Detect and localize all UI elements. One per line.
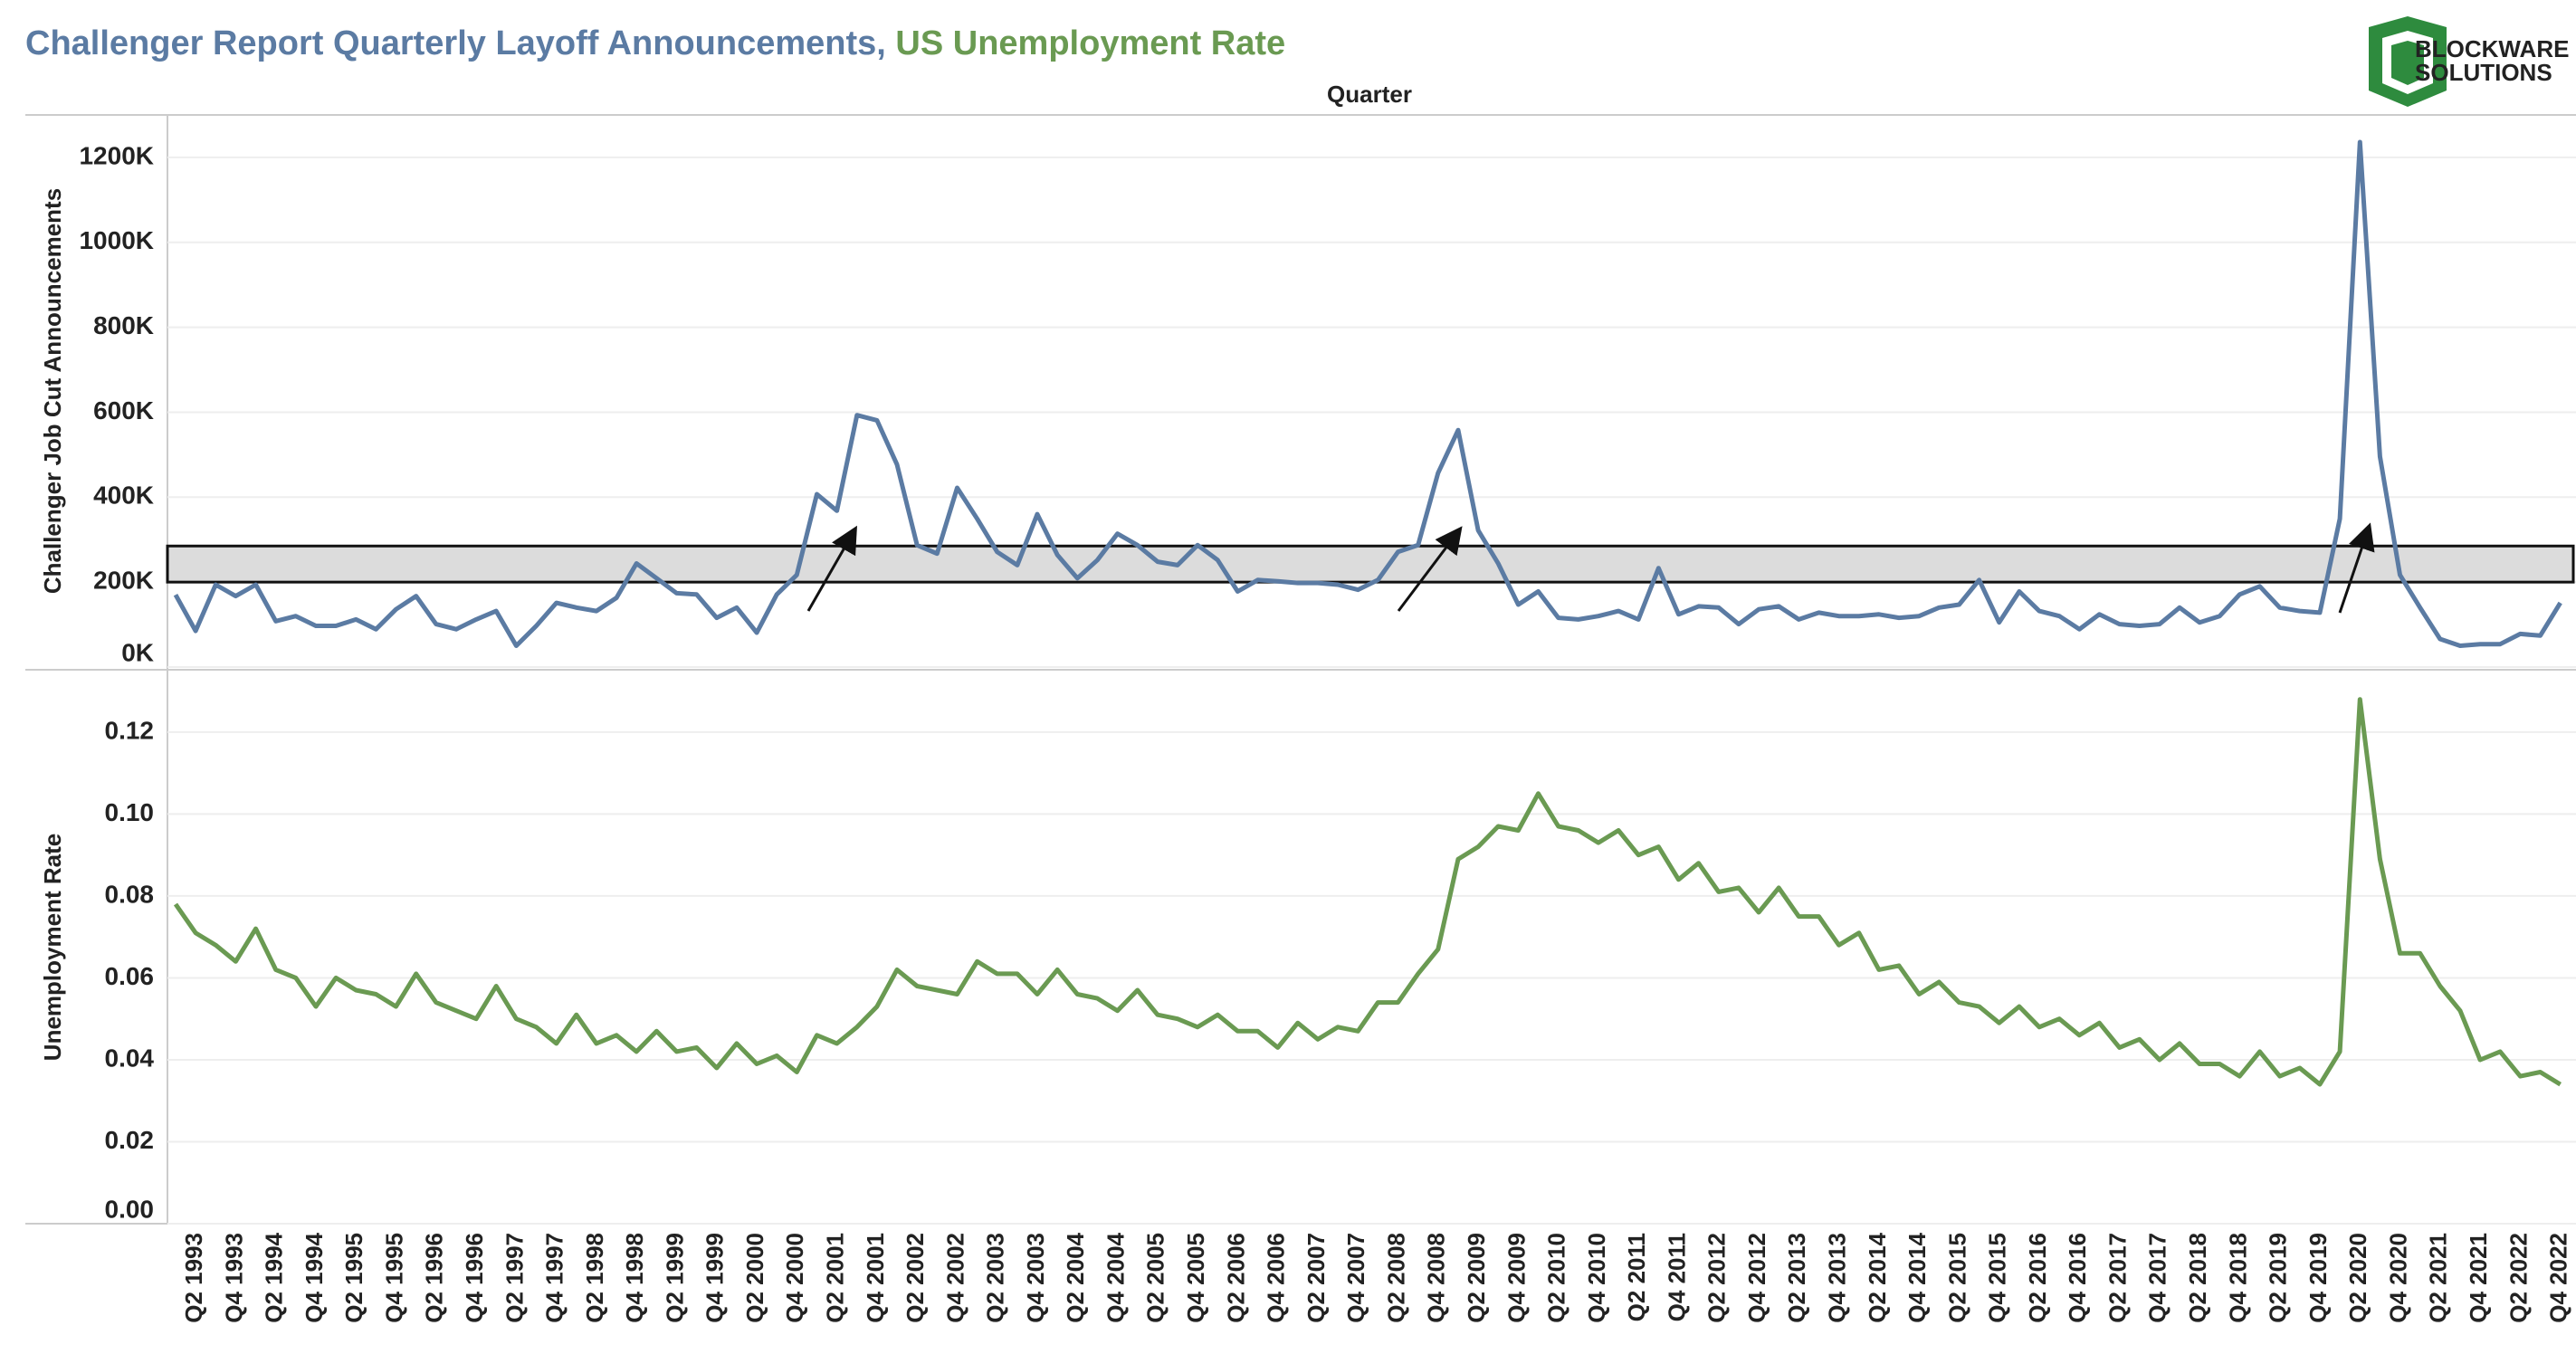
x-tick-label: Q2 2013: [1783, 1233, 1810, 1323]
y-tick-label: 0.02: [105, 1126, 155, 1154]
x-tick-label: Q2 1996: [421, 1233, 448, 1323]
x-tick-label: Q2 1994: [261, 1232, 288, 1322]
x-tick-label: Q4 2014: [1903, 1232, 1931, 1322]
x-tick-label: Q4 2007: [1342, 1233, 1369, 1323]
x-tick-label: Q4 2003: [1022, 1233, 1049, 1323]
y-tick-label: 600K: [93, 396, 154, 424]
x-tick-label: Q2 2020: [2344, 1233, 2371, 1323]
x-tick-label: Q2 2012: [1703, 1233, 1731, 1323]
x-tick-label: Q2 2018: [2184, 1233, 2211, 1323]
x-tick-label: Q4 2019: [2304, 1233, 2332, 1323]
x-tick-label: Q4 2012: [1743, 1233, 1770, 1323]
x-tick-label: Q2 2015: [1943, 1233, 1970, 1323]
x-tick-label: Q4 2015: [1984, 1233, 2011, 1323]
highlight-band: [166, 544, 2575, 584]
y-tick-label: 0.00: [105, 1195, 155, 1223]
y-tick-label: 0.04: [105, 1044, 155, 1072]
x-tick-label: Q4 1994: [301, 1232, 328, 1322]
y-axis-title: Challenger Job Cut Announcements: [39, 188, 66, 594]
y-tick-label: 0.06: [105, 962, 155, 990]
x-tick-label: Q2 2017: [2104, 1233, 2131, 1323]
x-tick-label: Q2 2009: [1463, 1233, 1490, 1323]
y-tick-label: 1000K: [79, 226, 154, 254]
y-tick-label: 0.12: [105, 716, 155, 744]
x-tick-label: Q2 2002: [902, 1233, 929, 1323]
x-tick-label: Q2 2010: [1543, 1233, 1570, 1323]
x-tick-label: Q4 2020: [2384, 1233, 2411, 1323]
x-tick-label: Q2 2019: [2265, 1233, 2292, 1323]
title-part: Challenger Report Quarterly Layoff Annou…: [25, 24, 886, 62]
x-tick-label: Q4 2016: [2064, 1233, 2091, 1323]
x-tick-label: Q2 1993: [180, 1233, 207, 1323]
x-tick-label: Q2 2003: [982, 1233, 1009, 1323]
title-part: US Unemployment Rate: [895, 24, 1285, 62]
y-tick-label: 200K: [93, 567, 154, 595]
x-tick-label: Q2 1997: [501, 1233, 528, 1323]
x-tick-label: Q4 1998: [621, 1233, 648, 1323]
x-tick-label: Q4 2022: [2545, 1233, 2572, 1323]
x-tick-label: Q4 1999: [701, 1233, 729, 1323]
y-tick-label: 1200K: [79, 141, 154, 169]
x-tick-label: Q4 2013: [1823, 1233, 1850, 1323]
x-tick-label: Q2 2007: [1302, 1233, 1330, 1323]
x-tick-label: Q4 2006: [1263, 1233, 1290, 1323]
logo-text: BLOCKWARE: [2415, 35, 2569, 62]
x-tick-label: Q4 2009: [1503, 1233, 1530, 1323]
line-series: [173, 697, 2562, 1087]
x-tick-label: Q4 2010: [1583, 1233, 1610, 1323]
y-tick-label: 400K: [93, 482, 154, 510]
y-axis-title: Unemployment Rate: [39, 834, 66, 1061]
arrow: [806, 525, 857, 612]
x-tick-label: Q4 2005: [1182, 1233, 1209, 1323]
x-tick-label: Q2 2022: [2504, 1233, 2532, 1323]
x-tick-label: Q2 2000: [741, 1233, 768, 1323]
y-tick-label: 800K: [93, 311, 154, 339]
logo: BLOCKWARE SOLUTIONS: [2369, 16, 2569, 107]
x-tick-label: Q2 1995: [340, 1233, 367, 1323]
arrow: [2338, 522, 2375, 614]
logo-text: SOLUTIONS: [2415, 59, 2552, 86]
x-tick-label: Q4 2018: [2224, 1233, 2251, 1323]
x-tick-label: Q2 2004: [1062, 1232, 1089, 1322]
chart-title: Challenger Report Quarterly Layoff Annou…: [25, 24, 1285, 62]
x-tick-label: Q4 2000: [781, 1233, 808, 1323]
x-tick-label: Q2 2005: [1142, 1233, 1169, 1323]
x-tick-label: Q2 2021: [2425, 1233, 2452, 1323]
x-tick-label: Q2 1998: [581, 1233, 608, 1323]
arrows: [806, 522, 2375, 614]
y-tick-label: 0.10: [105, 798, 155, 826]
x-tick-label: Q2 2016: [2024, 1233, 2051, 1323]
x-tick-label: Q2 2006: [1222, 1233, 1249, 1323]
arrow: [1397, 526, 1463, 612]
x-tick-label: Q4 2021: [2465, 1233, 2492, 1323]
x-tick-label: Q2 2001: [821, 1233, 848, 1323]
x-tick-label: Q4 2002: [941, 1233, 968, 1323]
x-tick-label: Q2 2014: [1864, 1232, 1891, 1322]
x-tick-label: Q4 2011: [1663, 1233, 1690, 1321]
x-tick-label: Q2 2011: [1623, 1233, 1650, 1321]
x-tick-label: Q4 2017: [2144, 1233, 2171, 1323]
x-axis-title: Quarter: [1327, 81, 1412, 108]
x-tick-label: Q4 1993: [220, 1233, 247, 1323]
x-tick-label: Q2 2008: [1382, 1233, 1409, 1323]
x-tick-label: Q4 1995: [380, 1233, 407, 1323]
x-tick-label: Q4 2008: [1423, 1233, 1450, 1323]
x-tick-label: Q4 1997: [541, 1233, 568, 1323]
x-tick-label: Q4 1996: [461, 1233, 488, 1323]
line-series: [173, 139, 2562, 648]
x-tick-label: Q2 1999: [661, 1233, 688, 1323]
y-tick-label: 0K: [121, 638, 154, 666]
y-tick-label: 0.08: [105, 880, 155, 908]
x-tick-label: Q4 2004: [1102, 1232, 1129, 1322]
x-tick-label: Q4 2001: [862, 1233, 889, 1323]
